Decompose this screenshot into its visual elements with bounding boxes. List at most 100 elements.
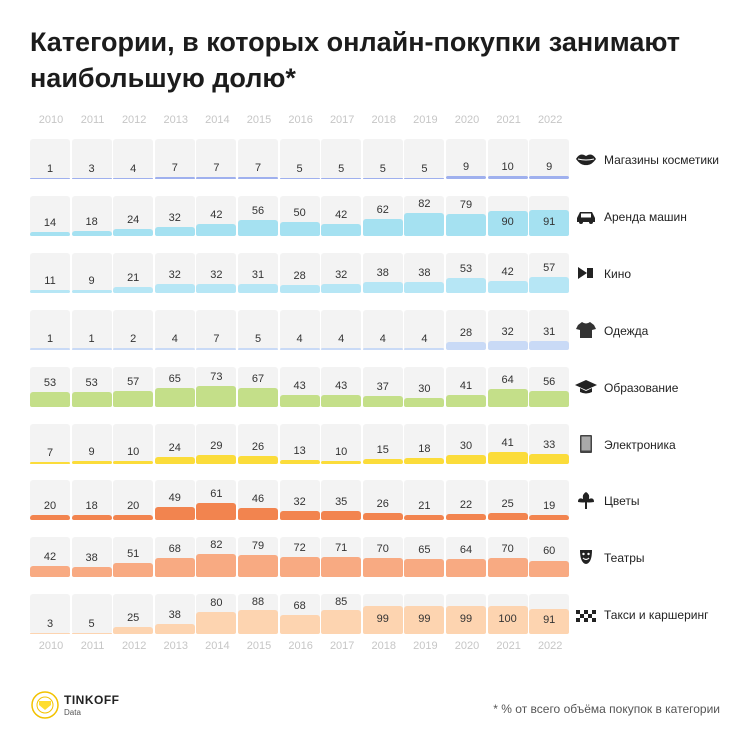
value-bar [238, 387, 278, 407]
value-label: 64 [501, 373, 514, 386]
data-cell: 30 [404, 366, 445, 407]
flower-icon [574, 490, 598, 510]
value-label: 62 [376, 203, 389, 216]
value-label: 79 [459, 198, 473, 211]
year-label-top: 2016 [288, 114, 313, 126]
value-bar [113, 390, 154, 407]
year-label-top: 2022 [537, 114, 563, 126]
value-label: 1 [88, 333, 95, 346]
value-bar [238, 456, 278, 464]
data-cell: 99 [404, 594, 445, 635]
data-cell: 5 [279, 139, 320, 179]
value-label: 99 [376, 613, 389, 626]
value-label: 32 [501, 325, 514, 338]
data-cell: 25 [487, 480, 528, 521]
value-label: 60 [543, 545, 556, 558]
value-label: 18 [418, 443, 431, 456]
value-bar [279, 348, 320, 350]
data-cell: 3 [30, 594, 70, 635]
data-cell: 32 [154, 195, 195, 236]
value-bar [154, 456, 195, 464]
value-bar [154, 388, 195, 407]
value-label: 90 [501, 216, 514, 229]
value-label: 42 [210, 209, 223, 222]
value-bar [362, 396, 403, 407]
data-cell: 72 [279, 537, 320, 578]
value-label: 9 [88, 445, 95, 458]
value-bar [321, 510, 362, 521]
value-bar [362, 459, 403, 464]
value-bar [404, 606, 445, 635]
value-label: 5 [338, 162, 345, 175]
data-cell: 7 [154, 139, 195, 179]
value-label: 32 [293, 496, 306, 509]
value-bar [362, 218, 403, 236]
value-bar [154, 558, 195, 578]
value-bar [71, 515, 112, 521]
year-label-bottom: 2020 [454, 640, 480, 652]
value-label: 68 [293, 600, 306, 613]
car-icon [574, 206, 598, 226]
data-cell: 4 [362, 309, 403, 350]
value-bar [196, 177, 237, 179]
value-label: 25 [501, 498, 514, 511]
data-cell: 41 [446, 366, 486, 407]
value-bar [196, 455, 237, 464]
value-bar [238, 177, 278, 179]
value-label: 26 [376, 498, 389, 511]
value-bar [196, 554, 237, 578]
value-bar [71, 632, 112, 635]
value-label: 22 [459, 499, 473, 512]
value-label: 31 [251, 269, 265, 282]
value-bar [321, 394, 362, 407]
category-label: Такси и каршеринг [604, 608, 709, 623]
chart-title: Категории, в которых онлайн-покупки зани… [30, 27, 680, 93]
value-label: 42 [43, 550, 57, 563]
data-cell: 3 [71, 139, 112, 179]
value-bar [321, 224, 362, 236]
value-bar [154, 226, 195, 236]
value-label: 42 [335, 209, 348, 222]
category-label: Кино [604, 266, 631, 281]
value-label: 61 [210, 488, 223, 501]
value-label: 38 [168, 608, 181, 621]
value-label: 5 [379, 162, 386, 175]
value-label: 49 [168, 491, 181, 504]
value-label: 73 [210, 371, 223, 384]
value-label: 20 [43, 499, 57, 512]
data-cell: 56 [529, 366, 570, 407]
category-label: Цветы [604, 494, 640, 509]
value-bar [487, 210, 528, 236]
value-bar [404, 282, 445, 293]
brand-name: TINKOFF [64, 693, 120, 707]
value-bar [529, 560, 570, 578]
value-bar [529, 176, 570, 179]
value-bar [113, 177, 154, 179]
data-cell: 46 [238, 480, 278, 521]
value-bar [30, 177, 70, 179]
value-bar [71, 177, 112, 179]
value-label: 2 [130, 333, 137, 346]
value-label: 82 [210, 539, 223, 552]
year-label-top: 2020 [454, 114, 480, 126]
value-bar [196, 347, 237, 350]
category-label: Театры [604, 551, 645, 566]
data-cell: 32 [321, 252, 362, 293]
value-bar [279, 394, 320, 407]
value-label: 41 [459, 380, 473, 393]
data-cell: 42 [487, 252, 528, 293]
year-label-top: 2021 [496, 114, 521, 126]
value-label: 21 [418, 499, 431, 512]
value-bar [71, 391, 112, 407]
value-bar [113, 286, 154, 293]
value-label: 72 [293, 542, 306, 555]
data-cell: 4 [321, 309, 362, 350]
value-label: 32 [168, 268, 181, 281]
value-label: 38 [376, 267, 389, 280]
lips-icon [574, 149, 598, 169]
data-cell: 9 [71, 423, 112, 464]
value-bar [279, 284, 320, 293]
value-bar [279, 221, 320, 236]
data-cell: 5 [321, 139, 362, 179]
data-cell: 67 [238, 366, 278, 407]
